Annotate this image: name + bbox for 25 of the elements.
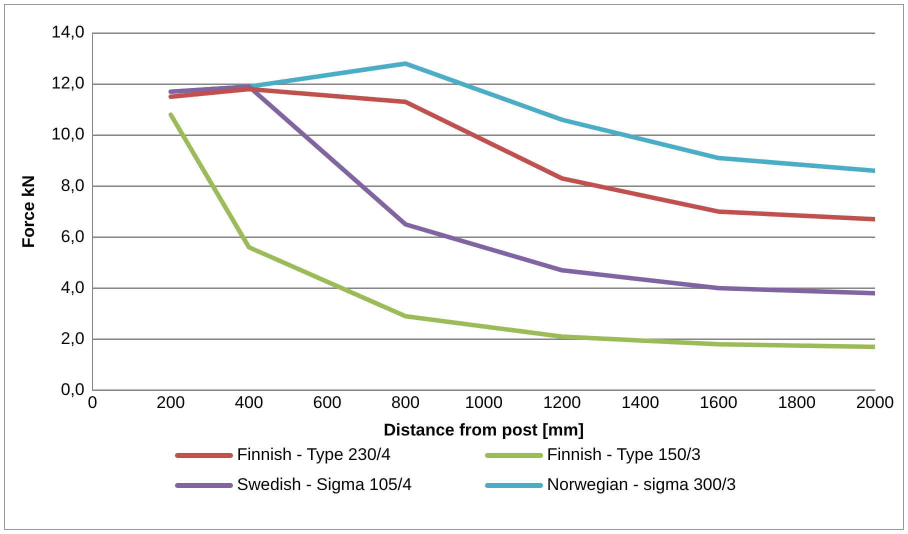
- y-tick-label: 0,0: [60, 380, 84, 399]
- x-tick-label: 1200: [543, 393, 581, 412]
- x-tick-label: 1400: [621, 393, 660, 412]
- y-axis-title: Force kN: [18, 175, 38, 248]
- x-tick-label: 200: [156, 393, 185, 412]
- x-tick-label: 1800: [778, 393, 816, 412]
- x-tick-label: 800: [391, 393, 420, 412]
- x-tick-label: 600: [313, 393, 342, 412]
- y-tick-label: 14,0: [51, 22, 84, 42]
- y-tick-label: 2,0: [60, 328, 84, 348]
- x-tick-label: 1000: [464, 393, 503, 412]
- legend-label: Finnish - Type 230/4: [237, 445, 391, 465]
- x-tick-label: 2000: [856, 393, 894, 412]
- x-axis-title: Distance from post [mm]: [384, 420, 584, 440]
- y-tick-label: 12,0: [51, 74, 84, 93]
- y-tick-label: 10,0: [51, 124, 84, 144]
- x-tick-label: 0: [88, 393, 98, 412]
- y-tick-label: 6,0: [60, 226, 84, 246]
- y-tick-label: 8,0: [60, 176, 84, 195]
- x-tick-label: 1600: [700, 393, 738, 412]
- legend-label: Norwegian - sigma 300/3: [547, 475, 736, 495]
- legend-label: Swedish - Sigma 105/4: [237, 475, 412, 495]
- legend-label: Finnish - Type 150/3: [547, 445, 701, 465]
- x-tick-label: 400: [234, 393, 264, 412]
- y-tick-label: 4,0: [60, 278, 84, 297]
